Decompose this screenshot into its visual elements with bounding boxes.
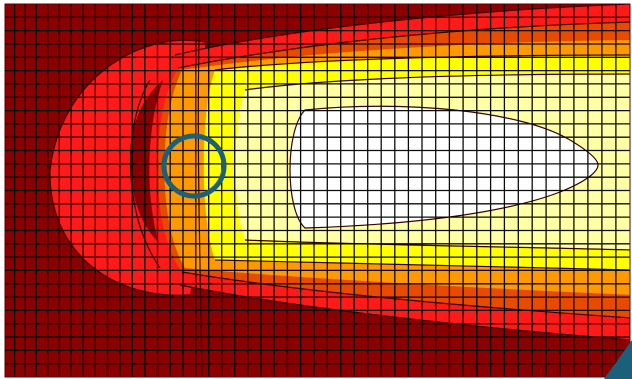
bow-region-red bbox=[49, 40, 206, 296]
figure-border bbox=[4, 3, 631, 378]
ring-marker bbox=[161, 133, 227, 199]
corner-accent bbox=[604, 340, 632, 379]
mesh-grid bbox=[5, 4, 630, 377]
